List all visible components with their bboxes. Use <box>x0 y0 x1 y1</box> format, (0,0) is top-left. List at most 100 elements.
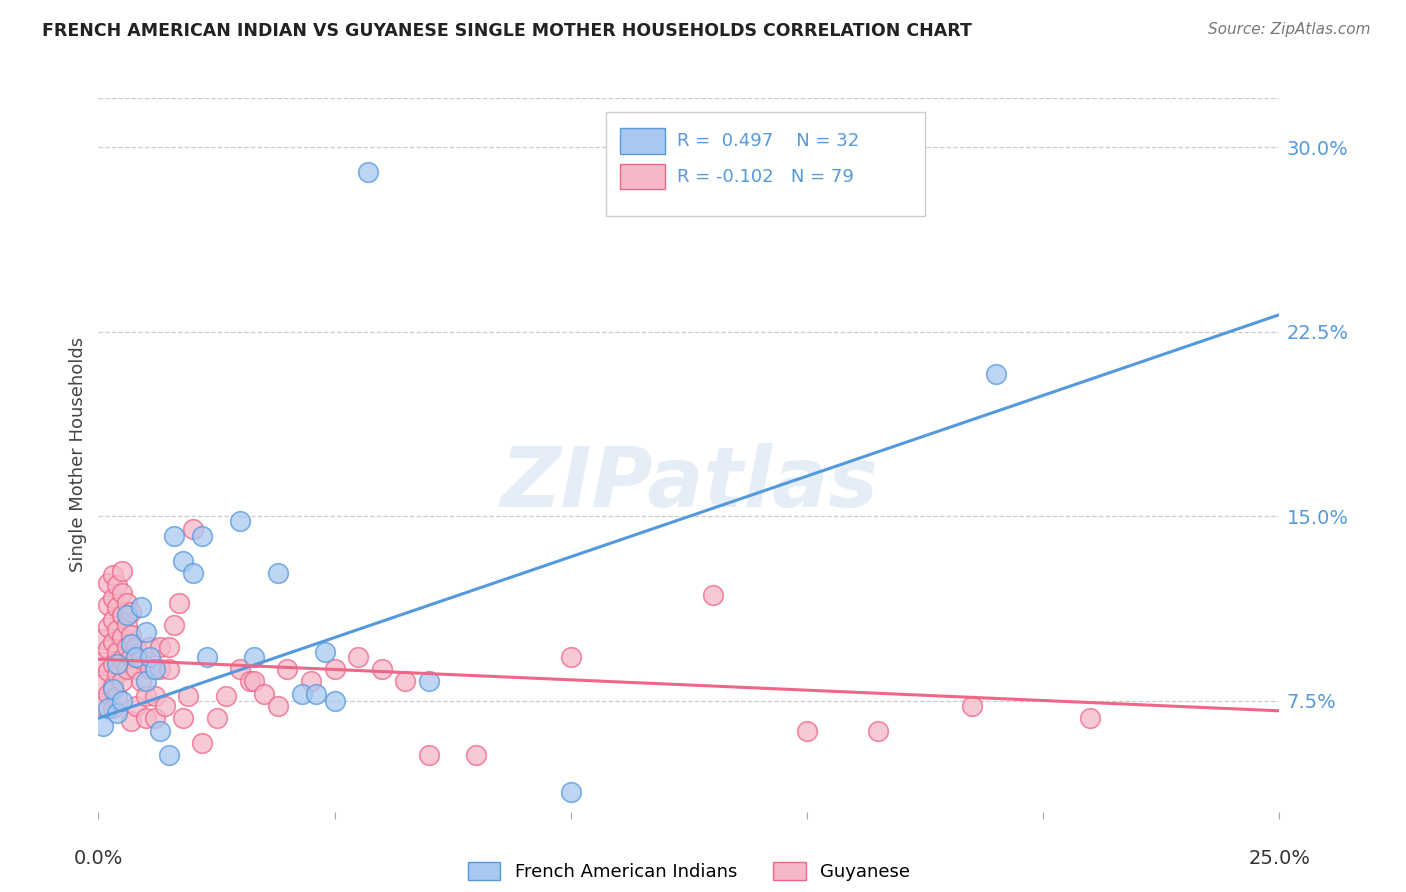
Point <box>121 606 143 620</box>
Point <box>139 640 162 654</box>
Point <box>267 698 290 713</box>
Point <box>143 689 166 703</box>
Point <box>111 630 134 644</box>
Point <box>177 689 200 703</box>
Point <box>239 674 262 689</box>
Point <box>157 662 180 676</box>
Point <box>101 591 124 605</box>
Point <box>181 566 204 580</box>
Point <box>243 674 266 689</box>
Point <box>91 718 114 732</box>
Point <box>135 625 157 640</box>
Point <box>143 662 166 676</box>
Point <box>129 674 152 689</box>
Point <box>299 674 322 689</box>
Point <box>125 640 148 654</box>
Point <box>139 649 162 664</box>
Point <box>91 698 114 713</box>
Point <box>149 662 172 676</box>
Point <box>97 701 120 715</box>
Text: ZIPatlas: ZIPatlas <box>501 443 877 524</box>
Point <box>267 566 290 580</box>
Point <box>105 623 128 637</box>
Point <box>111 652 134 666</box>
Point <box>1080 711 1102 725</box>
Point <box>290 687 312 701</box>
Point <box>115 607 138 622</box>
Point <box>101 635 124 649</box>
Point <box>149 640 172 654</box>
FancyBboxPatch shape <box>620 164 665 189</box>
Point <box>121 714 143 728</box>
Point <box>101 679 124 693</box>
Text: 0.0%: 0.0% <box>73 848 124 868</box>
Point <box>129 652 152 666</box>
FancyBboxPatch shape <box>620 128 665 153</box>
Point <box>371 662 394 676</box>
Point <box>125 649 148 664</box>
Point <box>276 662 298 676</box>
Point <box>111 607 134 622</box>
Point <box>101 657 124 671</box>
Point <box>101 681 124 696</box>
Point <box>305 687 328 701</box>
Point <box>866 723 889 738</box>
Point <box>121 627 143 641</box>
Point <box>181 522 204 536</box>
Point <box>323 662 346 676</box>
Point <box>323 694 346 708</box>
Point <box>167 596 190 610</box>
Point <box>125 662 148 676</box>
Point <box>560 649 582 664</box>
Point <box>105 667 128 681</box>
Legend: French American Indians, Guyanese: French American Indians, Guyanese <box>461 855 917 888</box>
Point <box>139 662 162 676</box>
Point <box>121 649 143 664</box>
Point <box>105 706 128 721</box>
Text: 25.0%: 25.0% <box>1249 848 1310 868</box>
Point <box>105 600 128 615</box>
Point <box>347 649 370 664</box>
Text: R =  0.497    N = 32: R = 0.497 N = 32 <box>678 132 859 150</box>
Point <box>172 711 194 725</box>
Point <box>105 645 128 659</box>
Point <box>115 640 138 654</box>
Point <box>357 165 380 179</box>
Point <box>243 649 266 664</box>
Point <box>115 617 138 632</box>
Point <box>111 564 134 578</box>
Point <box>115 662 138 676</box>
Point <box>101 568 124 582</box>
Point <box>101 701 124 715</box>
Point <box>962 698 984 713</box>
Point <box>172 554 194 568</box>
Text: R = -0.102   N = 79: R = -0.102 N = 79 <box>678 168 853 186</box>
Point <box>97 575 120 590</box>
Point <box>91 632 114 647</box>
Point <box>418 748 440 763</box>
Point <box>157 640 180 654</box>
Point <box>229 662 252 676</box>
Point <box>465 748 488 763</box>
Point <box>91 655 114 669</box>
Point <box>125 698 148 713</box>
Point <box>129 600 152 615</box>
Point <box>149 723 172 738</box>
Text: FRENCH AMERICAN INDIAN VS GUYANESE SINGLE MOTHER HOUSEHOLDS CORRELATION CHART: FRENCH AMERICAN INDIAN VS GUYANESE SINGL… <box>42 22 972 40</box>
Point <box>253 687 276 701</box>
Point <box>195 649 218 664</box>
Point <box>560 785 582 799</box>
Point <box>394 674 416 689</box>
Point <box>163 617 186 632</box>
Point <box>105 689 128 703</box>
Text: Source: ZipAtlas.com: Source: ZipAtlas.com <box>1208 22 1371 37</box>
Point <box>111 585 134 599</box>
Point <box>984 367 1007 381</box>
Point <box>157 748 180 763</box>
Point <box>97 620 120 634</box>
Point <box>111 694 134 708</box>
Point <box>105 578 128 592</box>
Y-axis label: Single Mother Households: Single Mother Households <box>69 337 87 573</box>
Point <box>115 596 138 610</box>
Point <box>121 637 143 651</box>
